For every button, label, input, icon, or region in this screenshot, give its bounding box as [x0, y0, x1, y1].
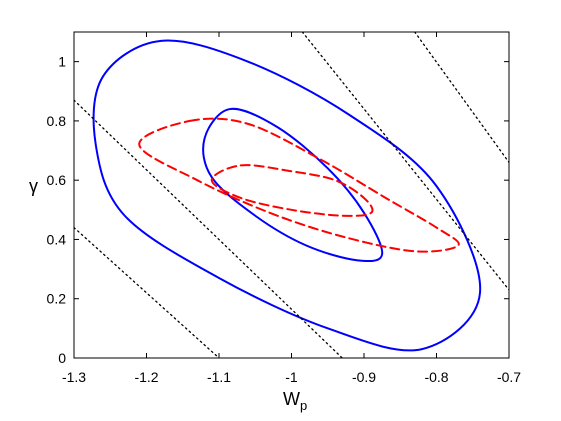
x-tick-label: -1.3: [62, 369, 86, 385]
series-layer: [74, 32, 509, 358]
x-axis-label: Wp: [283, 389, 307, 413]
y-axis-label: γ: [29, 176, 38, 196]
series-ellipse-dashed-3: [138, 117, 460, 253]
y-tick-label: 0: [58, 350, 66, 366]
y-tick-label: 0.4: [47, 231, 67, 247]
plot-area: [74, 32, 509, 358]
series-ellipse-solid-2: [202, 107, 384, 263]
x-tick-label: -0.9: [352, 369, 376, 385]
series-line-dotted-6: [74, 99, 343, 358]
x-tick-label: -0.8: [424, 369, 448, 385]
y-tick-label: 1: [58, 54, 66, 70]
y-tick-label: 0.8: [47, 113, 67, 129]
series-line-dotted-7: [301, 32, 509, 291]
series-ellipse-dashed-4: [210, 164, 374, 217]
y-tick-label: 0.2: [47, 291, 67, 307]
series-ellipse-solid-1: [92, 39, 482, 352]
x-tick-label: -1.1: [207, 369, 231, 385]
x-tick-label: -1.2: [134, 369, 158, 385]
x-axis-label-subscript: p: [300, 398, 307, 413]
x-axis-ticks: -1.3 -1.2 -1.1 -1 -0.9 -0.8 -0.7: [62, 32, 521, 385]
x-tick-label: -0.7: [497, 369, 521, 385]
y-tick-label: 0.6: [47, 172, 67, 188]
y-axis-ticks: 0 0.2 0.4 0.6 0.8 1: [47, 54, 509, 366]
x-tick-label: -1: [285, 369, 298, 385]
series-line-dotted-8: [414, 32, 509, 164]
x-axis-label-main: W: [283, 389, 300, 409]
